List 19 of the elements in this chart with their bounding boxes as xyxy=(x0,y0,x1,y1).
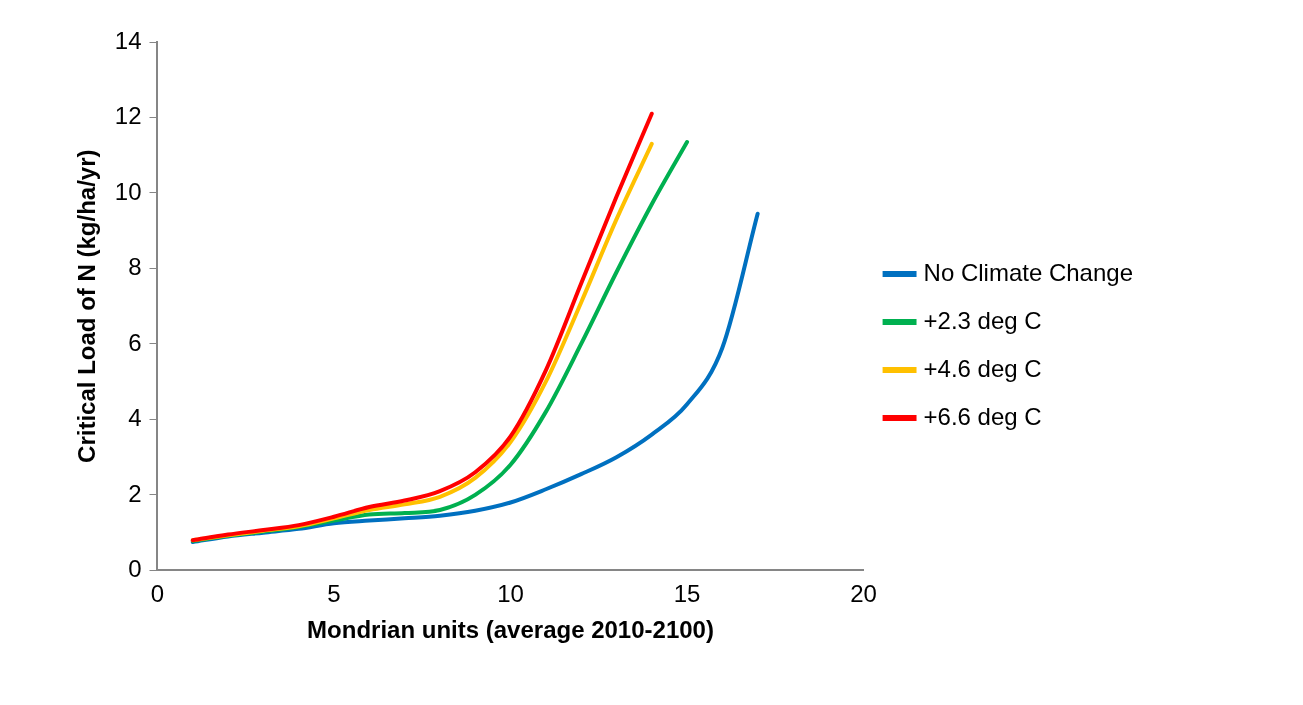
x-tick-label: 0 xyxy=(150,580,165,608)
y-tick-label: 0 xyxy=(128,555,142,583)
legend-label: +4.6 deg C xyxy=(923,354,1042,382)
x-tick-label: 15 xyxy=(673,580,701,608)
y-tick-label: 4 xyxy=(128,404,142,432)
y-tick-label: 2 xyxy=(128,479,142,507)
legend-label: +2.3 deg C xyxy=(923,306,1042,334)
x-tick-label: 10 xyxy=(497,580,524,608)
x-tick-label: 20 xyxy=(850,580,877,608)
y-tick-label: 6 xyxy=(128,328,142,356)
y-axis-title: Critical Load of N (kg/ha/yr) xyxy=(73,149,101,463)
y-tick-label: 10 xyxy=(114,177,142,205)
x-axis-title: Mondrian units (average 2010-2100) xyxy=(307,616,714,644)
x-tick-label: 5 xyxy=(327,580,341,608)
legend-label: No Climate Change xyxy=(923,258,1133,286)
legend-label: +6.6 deg C xyxy=(923,402,1042,430)
y-tick-label: 14 xyxy=(114,26,142,54)
y-tick-label: 8 xyxy=(128,253,142,281)
y-tick-label: 12 xyxy=(114,102,142,130)
